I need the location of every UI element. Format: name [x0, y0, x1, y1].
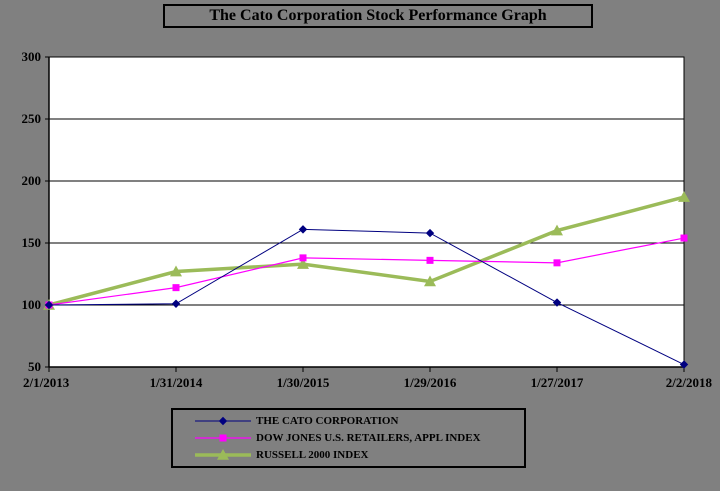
data-point-series-3 — [297, 258, 309, 269]
legend-swatch-marker — [219, 434, 227, 442]
data-point-series-1 — [679, 360, 689, 369]
y-tick-label: 100 — [22, 297, 42, 312]
y-tick-label: 150 — [22, 235, 42, 250]
y-tick-label: 250 — [22, 111, 42, 126]
legend-swatch — [195, 449, 251, 460]
x-tick-label: 1/29/2016 — [404, 375, 457, 390]
grid-lines — [49, 56, 684, 368]
legend-swatch-marker — [217, 449, 229, 460]
chart-title: The Cato Corporation Stock Performance G… — [163, 4, 593, 28]
data-point-series-1 — [552, 298, 562, 307]
legend-entry: THE CATO CORPORATION — [173, 413, 398, 429]
y-tick-label: 50 — [28, 359, 41, 374]
data-point-series-2 — [680, 234, 688, 242]
legend-entry: DOW JONES U.S. RETAILERS, APPL INDEX — [173, 430, 481, 446]
data-point-series-1 — [425, 228, 435, 238]
x-tick-label: 1/30/2015 — [277, 375, 330, 390]
legend-swatch — [195, 416, 251, 426]
data-point-series-3 — [424, 275, 436, 287]
series-line-3 — [48, 195, 685, 307]
legend-label: RUSSELL 2000 INDEX — [256, 449, 369, 461]
data-point-series-1 — [171, 299, 181, 308]
data-point-series-2 — [426, 256, 434, 264]
x-tick-label: 1/31/2014 — [150, 375, 203, 390]
x-tick-label: 1/27/2017 — [531, 375, 584, 390]
x-axis-tick-labels: 2/1/2013 1/31/2014 1/30/2015 1/29/2016 1/27/… — [23, 375, 712, 390]
y-axis-tick-labels: 50 100 150 200 250 300 — [22, 49, 42, 374]
legend-swatch-marker — [218, 416, 228, 426]
series-markers — [43, 191, 690, 369]
x-tick-label: 2/1/2013 — [23, 375, 70, 390]
data-point-series-2 — [553, 259, 561, 267]
data-point-series-1 — [298, 225, 308, 234]
legend: THE CATO CORPORATION DOW JONES U.S. RETAI… — [171, 408, 526, 468]
data-point-series-1 — [44, 300, 54, 310]
data-point-series-3 — [170, 265, 182, 277]
axes — [45, 56, 685, 372]
series-line-2 — [48, 237, 685, 306]
data-point-series-2 — [172, 284, 180, 292]
series-line-1 — [48, 228, 685, 365]
legend-label: DOW JONES U.S. RETAILERS, APPL INDEX — [256, 432, 481, 444]
plot-area — [48, 56, 685, 368]
legend-label: THE CATO CORPORATION — [256, 415, 399, 427]
y-tick-label: 300 — [22, 49, 42, 64]
data-point-series-2 — [299, 254, 307, 262]
series-lines — [48, 195, 685, 365]
data-point-series-3 — [678, 191, 690, 202]
legend-entry: RUSSELL 2000 INDEX — [173, 447, 368, 463]
y-tick-label: 200 — [22, 173, 42, 188]
legend-swatch — [195, 434, 251, 442]
x-tick-label: 2/2/2018 — [666, 375, 713, 390]
data-point-series-3 — [551, 224, 563, 236]
